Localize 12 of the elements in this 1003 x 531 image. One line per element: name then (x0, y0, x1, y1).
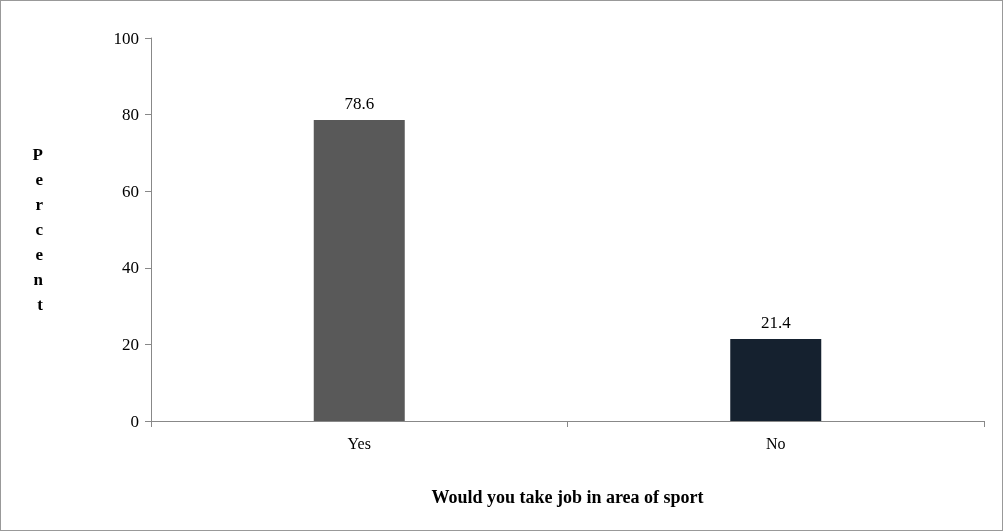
x-tick-label: No (765, 434, 786, 452)
y-tick-label: 40 (122, 258, 139, 278)
y-axis-title: Percent (32, 145, 44, 314)
y-tick-label: 80 (122, 105, 139, 125)
y-tick-label: 100 (113, 28, 139, 48)
y-tick-label: 0 (130, 411, 139, 431)
y-tick-label: 20 (122, 334, 139, 354)
x-axis-title: Would you take job in area of sport (431, 487, 704, 507)
y-tick-label: 60 (122, 181, 139, 201)
x-tick-label: Yes (347, 434, 371, 452)
data-label: 78.6 (344, 93, 375, 113)
data-label: 21.4 (760, 313, 792, 333)
